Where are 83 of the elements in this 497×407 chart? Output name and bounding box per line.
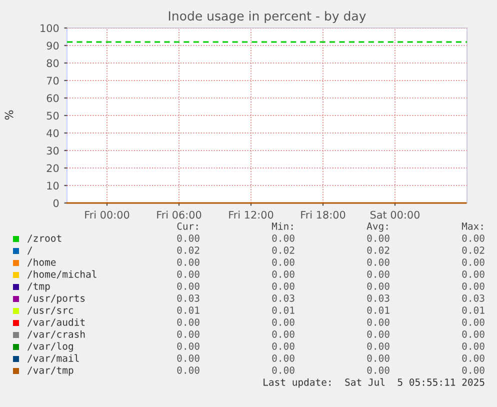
text: 0.00 [272,354,294,362]
text: 0.00 [462,270,484,278]
x-tick-label: Fri 18:00 [301,210,346,219]
text: 0.00 [462,282,484,290]
text: 0.00 [462,234,484,242]
text: 0.02 [367,246,390,254]
text: 0.02 [177,246,200,254]
legend-label: /usr/src [27,306,74,315]
text: 0.00 [177,282,200,290]
text: 0.00 [367,366,390,374]
text: 0.01 [177,306,200,314]
text: 0.00 [272,234,294,242]
text: 0.00 [177,270,200,278]
text: 0.00 [177,354,200,362]
text: 0.00 [177,318,200,326]
legend-label: /var/audit [27,318,85,327]
y-tick-label: 10 [47,182,59,190]
text: 0.01 [367,306,390,314]
text: 0.00 [272,318,294,326]
text: 0.00 [272,270,294,278]
y-tick-label: 40 [46,129,59,138]
text: 0.00 [462,318,484,326]
text: 0.02 [272,246,294,254]
text: 0.03 [177,294,200,302]
legend-label: /var/tmp [27,366,74,376]
text: Cur: [177,222,198,230]
text: 0.00 [272,258,294,266]
x-tick-label: Sat 00:00 [370,210,420,219]
text: 0.01 [462,306,484,314]
text: 0.00 [462,366,484,374]
y-tick-label: 0 [53,199,59,208]
legend-label: /zroot [27,234,62,243]
text: 0.00 [177,342,200,350]
y-tick-label: 20 [46,164,59,172]
text: 0.00 [272,330,294,338]
x-tick-label: Fri 06:00 [157,210,202,219]
text: 0.03 [272,294,294,302]
chart-title: Inode usage in percent - by day [168,10,366,24]
text: 0.00 [177,330,200,338]
y-tick-label: 70 [46,76,59,85]
legend-label: /var/crash [27,330,85,339]
y-tick-label: 50 [46,112,59,120]
text: 0.00 [367,342,390,350]
y-tick-label: 60 [46,94,59,102]
text: 0.00 [367,318,390,326]
text: 0.00 [367,270,390,278]
legend-label: / [27,246,32,255]
x-tick-label: Fri 00:00 [85,210,130,219]
text: 0.00 [367,354,390,362]
legend-label: /usr/ports [27,294,85,304]
text: 0.01 [272,306,294,314]
legend-label: /tmp [27,282,50,292]
text: 0.00 [272,282,294,290]
y-tick-label: 100 [40,24,59,32]
text: 0.00 [462,354,484,362]
y-axis-title: % [4,110,14,120]
text: 0.00 [367,330,390,338]
text: 0.00 [272,366,294,374]
text: 0.02 [462,246,484,254]
text: 0.00 [367,282,390,290]
y-tick-label: 80 [46,59,59,68]
legend-label: /var/log [27,342,73,352]
legend-label: /home [27,258,56,267]
text: 0.00 [462,330,484,338]
text: Max: [462,222,483,230]
text: 0.00 [462,342,484,350]
text: Last update: Sat Jul 5 05:55:11 2025 [264,378,484,388]
text: 0.03 [462,294,484,302]
text: 0.00 [177,234,200,242]
legend-label: /home/michal [27,270,96,279]
legend-label: /var/mail [27,354,79,363]
y-tick-label: 90 [46,42,59,50]
text: 0.00 [177,366,200,374]
y-tick-label: 30 [46,146,59,155]
x-tick-label: Fri 12:00 [229,210,274,219]
text: 0.00 [177,258,200,266]
text: 0.00 [272,342,294,350]
text: 0.00 [367,234,390,242]
text: 0.00 [462,258,484,266]
text: Avg: [366,222,388,232]
text: 0.00 [367,258,390,266]
text: 0.03 [367,294,390,302]
text: Min: [272,222,293,230]
